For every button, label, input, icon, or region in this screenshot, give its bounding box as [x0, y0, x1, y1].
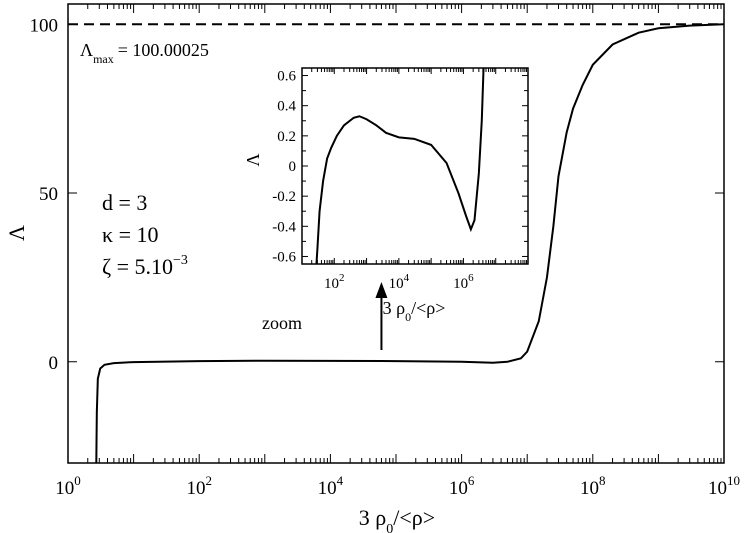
main-x-axis-title: 3 ρ0/<ρ> [359, 505, 435, 533]
inset-y-tick-label: -0.6 [272, 249, 296, 265]
inset-x-tick-label: 104 [389, 272, 410, 292]
inset-y-tick-label: 0.2 [277, 129, 296, 145]
inset-y-axis-title: Λ [243, 153, 263, 166]
main-y-tick-label: 100 [30, 15, 59, 36]
main-tick-labels: 100 102 104 106 108 1010 0 50 100 [30, 15, 741, 499]
main-x-tick-label: 106 [449, 473, 475, 499]
param-d: d = 3 [102, 190, 147, 215]
zoom-label: zoom [262, 313, 302, 333]
inset-y-tick-label: -0.4 [272, 219, 296, 235]
inset-series-line-lambda [315, 67, 485, 265]
inset-y-tick-label: -0.2 [272, 189, 296, 205]
inset-y-tick-label: 0.6 [277, 69, 296, 85]
param-zeta: ζ = 5.10−3 [102, 253, 188, 279]
main-y-axis-title: Λ [4, 225, 29, 241]
main-x-tick-label: 100 [55, 473, 81, 499]
inset-y-tick-label: 0.4 [277, 99, 296, 115]
inset-x-axis-title: 3 ρ0/<ρ> [383, 298, 446, 324]
reference-line-label: Λmax = 100.00025 [80, 40, 209, 66]
inset-tick-labels: 102 104 106 0.6 0.4 0.2 0 -0.2 -0.4 -0.6 [272, 69, 474, 292]
inset-x-tick-label: 102 [324, 272, 345, 292]
main-y-tick-label: 0 [49, 353, 59, 374]
main-axis-ticks [67, 4, 725, 463]
zoom-arrow-head [375, 282, 388, 298]
series-line-lambda [95, 23, 725, 464]
param-kappa: κ = 10 [102, 222, 159, 247]
inset-axis-ticks [301, 68, 529, 264]
inset-plot-frame [301, 67, 529, 265]
main-x-tick-label: 102 [186, 473, 212, 499]
main-x-tick-label: 104 [318, 473, 344, 499]
inset-x-tick-label: 106 [453, 272, 474, 292]
main-y-tick-label: 50 [39, 184, 58, 205]
inset-y-tick-label: 0 [289, 159, 297, 175]
main-x-tick-label: 1010 [708, 473, 740, 499]
main-x-tick-label: 108 [580, 473, 606, 499]
